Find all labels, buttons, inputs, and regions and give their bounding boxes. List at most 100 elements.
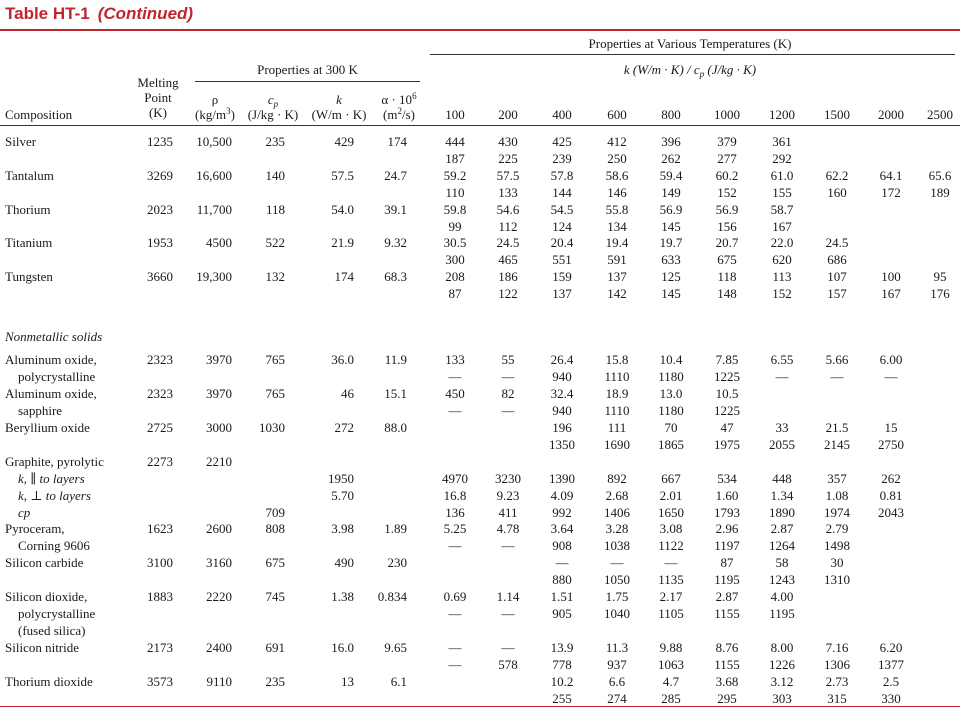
cell-300k: 2220 — [206, 589, 232, 604]
temp-k-value: 15.8 — [605, 352, 629, 367]
temp-cp-value: — — [501, 538, 515, 553]
temp-cp-value: — — [501, 606, 515, 621]
cell-300k: 230 — [387, 555, 408, 570]
temp-k-value: 19.4 — [605, 235, 629, 250]
temp-k-value: 82 — [501, 386, 515, 401]
cell-300k: 39.1 — [384, 202, 407, 217]
temp-k-value: 11.3 — [605, 640, 629, 655]
temp-k-value: 667 — [661, 471, 681, 486]
temp-k-value: 450 — [445, 386, 465, 401]
temp-k-value: 6.6 — [608, 674, 626, 689]
temp-cp-value: 134 — [607, 219, 627, 234]
temp-k-value: — — [501, 640, 515, 655]
temp-k-value: 30.5 — [443, 235, 467, 250]
temp-k-value: 133 — [445, 352, 465, 367]
temp-cp-value: 167 — [881, 286, 901, 301]
cell-300k: 3.98 — [331, 521, 354, 536]
temp-cp-value: 1650 — [658, 505, 684, 520]
temp-cp-value: 1110 — [604, 369, 630, 384]
cell-300k: 2173 — [147, 640, 173, 655]
header-k: k (W/m · K) — [311, 92, 367, 122]
header-rule-various — [430, 54, 955, 55]
temp-k-value: 262 — [881, 471, 901, 486]
temp-k-value: 4.09 — [550, 488, 574, 503]
temp-cp-value: 1865 — [658, 437, 684, 452]
header-melting-3: (K) — [148, 105, 168, 120]
temp-k-value: 10.2 — [550, 674, 574, 689]
temp-cp-value: 122 — [498, 286, 518, 301]
cell-300k: 15.1 — [384, 386, 407, 401]
cell-300k: 88.0 — [384, 420, 407, 435]
temp-cp-value: 1197 — [714, 538, 740, 553]
temp-k-value: 33 — [775, 420, 789, 435]
cell-300k: 808 — [265, 521, 286, 536]
temp-cp-value: 112 — [498, 219, 518, 234]
temp-k-value: 87 — [720, 555, 734, 570]
temp-cp-value: 940 — [552, 403, 572, 418]
temp-cp-value: 1377 — [878, 657, 904, 672]
temp-k-value: 64.1 — [879, 168, 903, 183]
temp-k-value: 10.5 — [715, 386, 739, 401]
header-bottom-rule — [0, 125, 960, 126]
cell-300k: 2210 — [206, 454, 232, 469]
temp-k-value: 55 — [501, 352, 515, 367]
temp-k-value: 0.81 — [879, 488, 903, 503]
temp-cp-value: 262 — [661, 151, 681, 166]
temp-cp-value: 225 — [498, 151, 518, 166]
temp-k-value: 357 — [827, 471, 847, 486]
temp-cp-value: 1975 — [714, 437, 740, 452]
temp-cp-value: 465 — [498, 252, 518, 267]
temp-k-value: 57.5 — [496, 168, 520, 183]
temp-k-value: 107 — [827, 269, 847, 284]
temp-k-value: 379 — [717, 134, 737, 149]
temp-k-value: 8.00 — [770, 640, 794, 655]
cell-300k: 54.0 — [331, 202, 354, 217]
temp-k-value: 59.4 — [659, 168, 683, 183]
temp-k-value: 24.5 — [825, 235, 849, 250]
temp-cp-value: — — [884, 369, 898, 384]
temp-k-value: 59.8 — [443, 202, 467, 217]
cell-300k: 2023 — [147, 202, 173, 217]
composition-name: Pyroceram, — [5, 521, 65, 536]
temp-cp-value: 2145 — [824, 437, 850, 452]
cell-300k: 46 — [341, 386, 354, 401]
temp-k-value: 58.6 — [605, 168, 629, 183]
temp-cp-value: 87 — [448, 286, 462, 301]
temp-k-value: 412 — [607, 134, 627, 149]
temp-cp-value: 137 — [552, 286, 572, 301]
temp-k-value: 2.79 — [825, 521, 849, 536]
temp-k-value: 208 — [445, 269, 465, 284]
temp-cp-value: — — [448, 369, 462, 384]
temp-cp-value: — — [775, 369, 789, 384]
top-rule — [0, 29, 960, 31]
temp-k-value: 8.76 — [715, 640, 739, 655]
temp-k-value: 95 — [933, 269, 947, 284]
temp-cp-value: 675 — [717, 252, 737, 267]
temp-k-value: 430 — [498, 134, 518, 149]
temp-cp-value: — — [448, 538, 462, 553]
temp-k-value: 24.5 — [496, 235, 520, 250]
temp-k-value: 13.9 — [550, 640, 574, 655]
cell-300k: 118 — [265, 202, 285, 217]
cell-300k: 235 — [265, 674, 286, 689]
temp-cp-value: 2043 — [878, 505, 904, 520]
temp-cp-value: 172 — [881, 185, 901, 200]
header-kcp-label: k (W/m · K) / cp (J/kg · K) — [623, 62, 757, 79]
temp-cp-value: 620 — [772, 252, 792, 267]
temp-cp-value: 152 — [772, 286, 792, 301]
temp-k-value: 58 — [775, 555, 789, 570]
temp-cp-value: 315 — [827, 691, 847, 706]
cell-300k: 10,500 — [196, 134, 232, 149]
temp-cp-value: 1264 — [769, 538, 795, 553]
temp-k-value: 54.6 — [496, 202, 520, 217]
temp-cp-value: 1063 — [658, 657, 684, 672]
temp-header: 2000 — [878, 107, 904, 122]
header-alpha: α · 106 (m2/s) — [381, 91, 417, 123]
temp-cp-value: 189 — [930, 185, 950, 200]
temp-cp-value: 1498 — [824, 538, 850, 553]
temp-cp-value: 142 — [607, 286, 627, 301]
temp-k-value: 100 — [881, 269, 901, 284]
temp-k-value: 3230 — [495, 471, 521, 486]
temp-k-value: 59.2 — [443, 168, 467, 183]
cell-300k: 132 — [265, 269, 286, 284]
